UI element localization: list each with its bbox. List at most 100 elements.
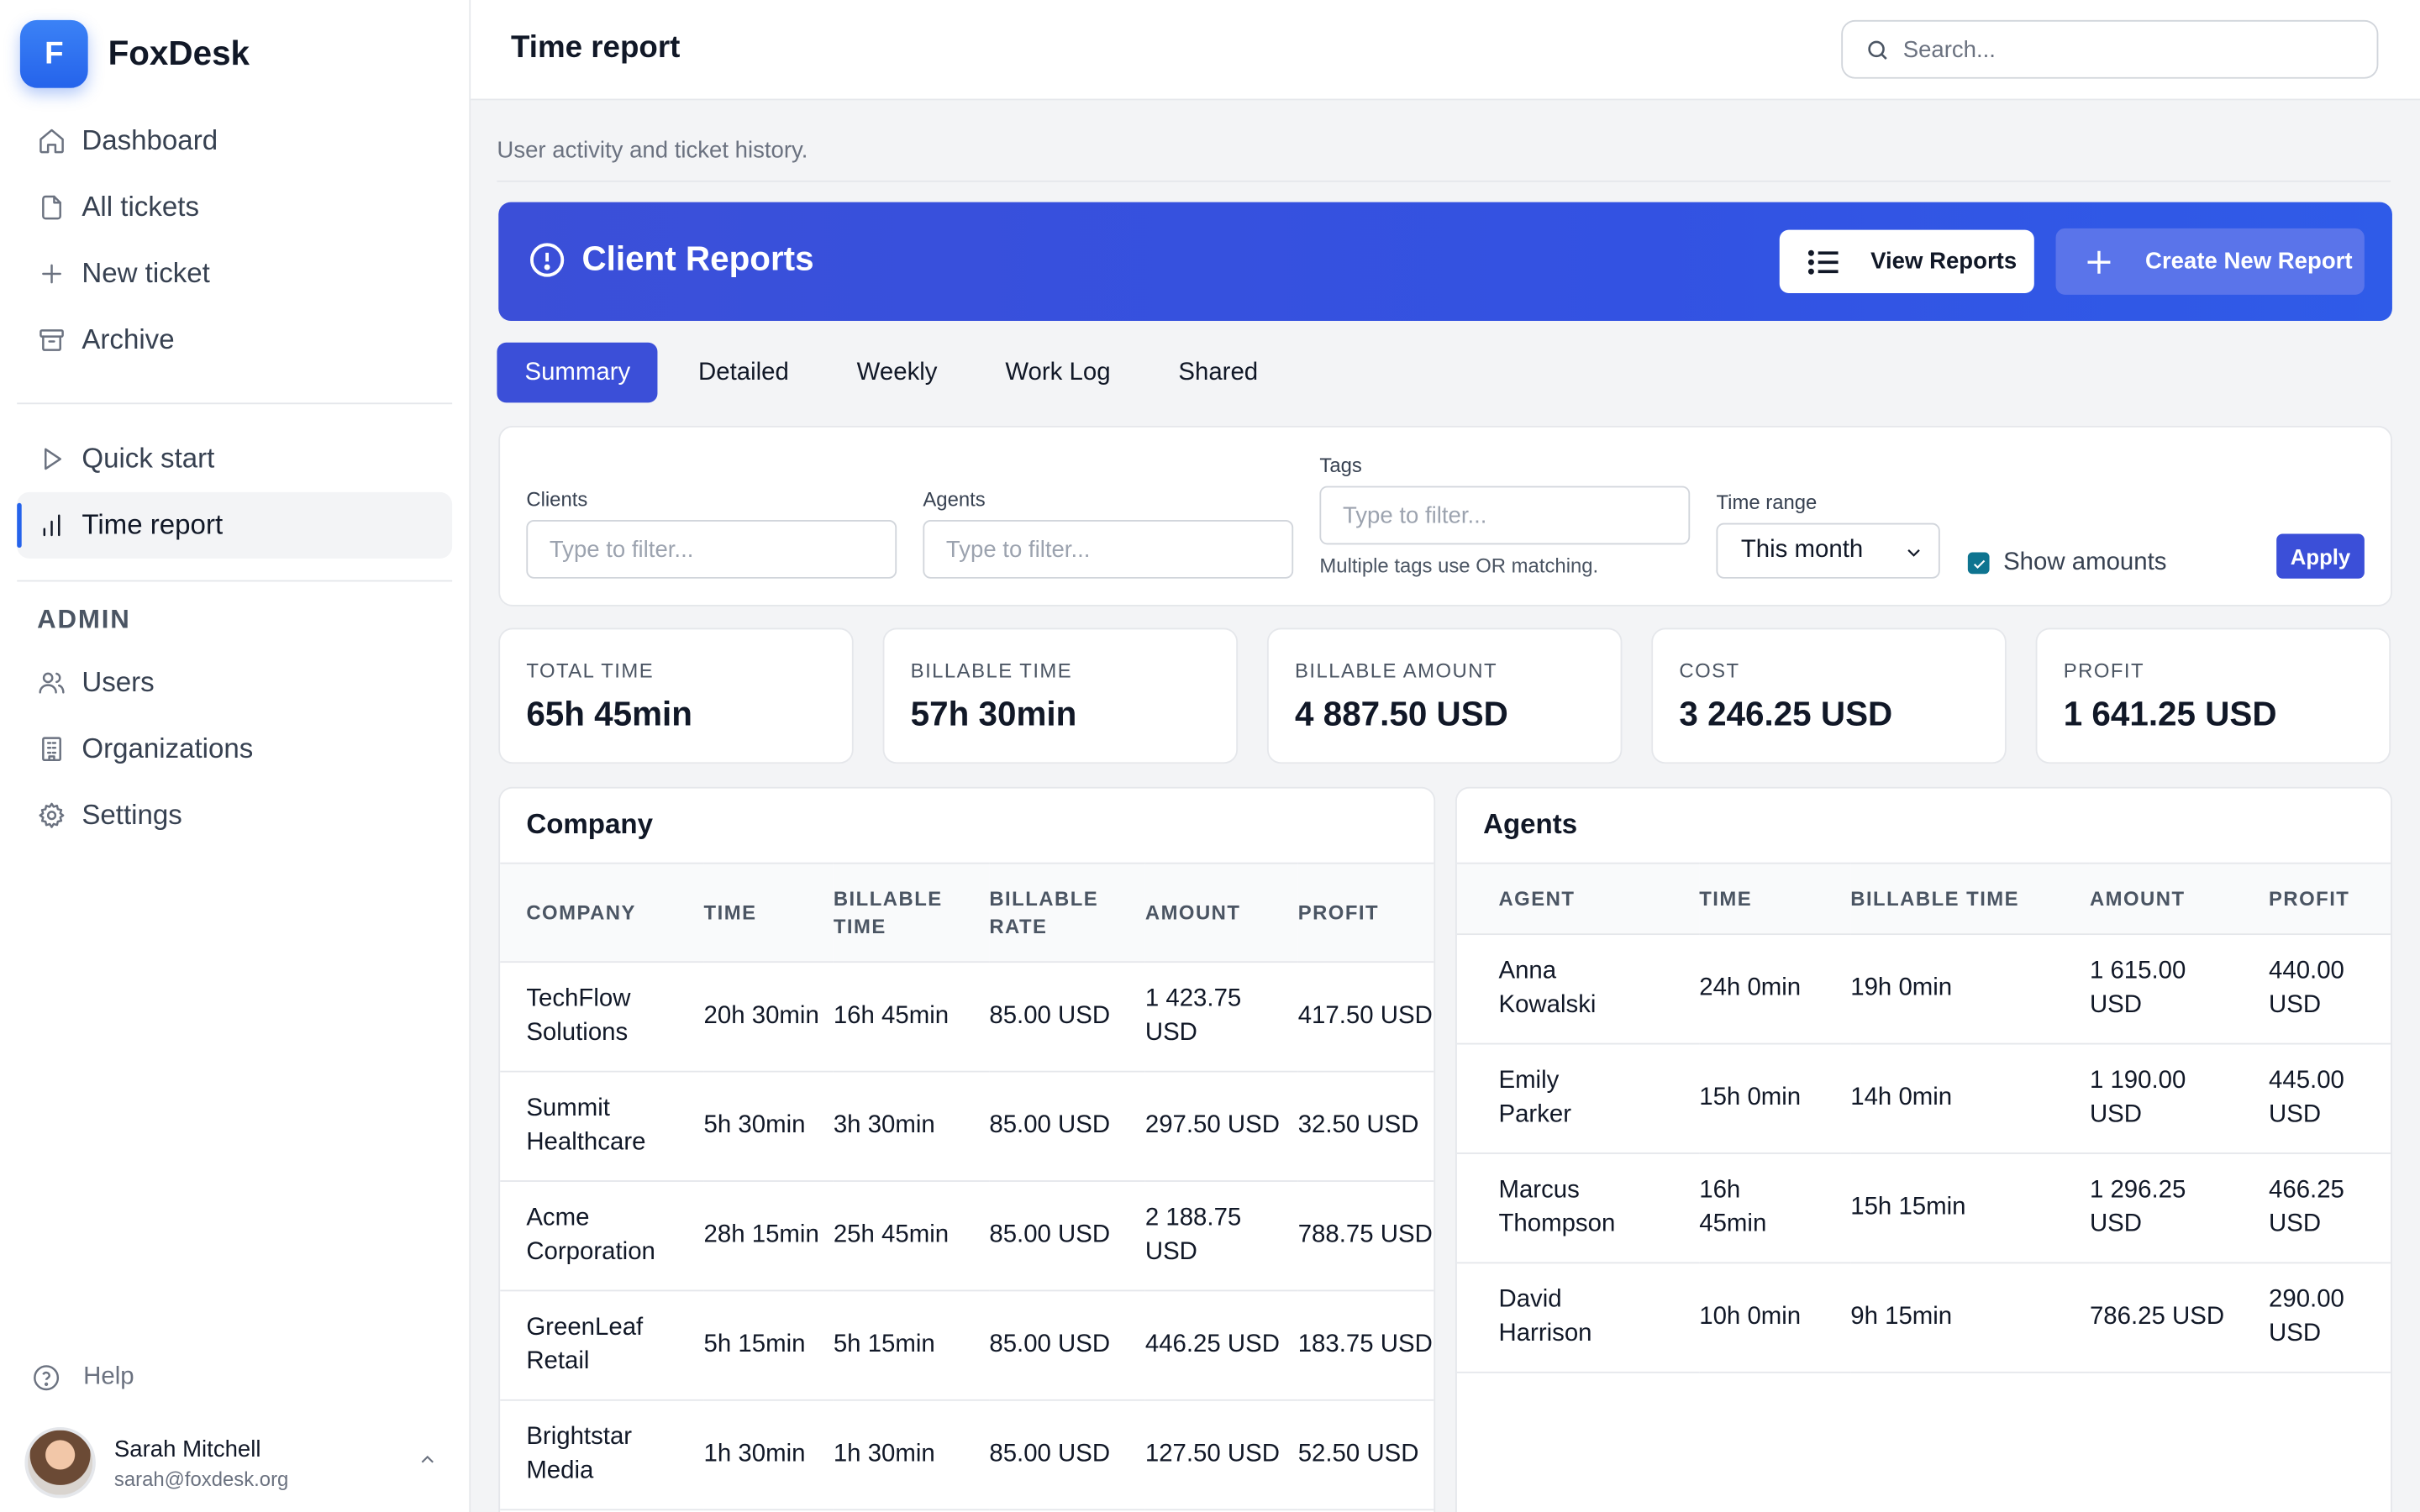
sidebar-item-archive[interactable]: Archive (17, 307, 452, 374)
profit-cell: 417.50 USD (1297, 962, 1434, 1073)
tab-weekly[interactable]: Weekly (856, 359, 938, 386)
archive-icon (35, 325, 66, 356)
table-row[interactable]: Acme Corporation 28h 15min 25h 45min 85.… (500, 1181, 1434, 1292)
column-header[interactable]: AGENT (1456, 862, 1700, 936)
show-amounts-checkbox[interactable] (1967, 552, 1990, 575)
stat-value: 1 641.25 USD (2063, 694, 2277, 733)
amount-cell: 2 188.75 USD (1144, 1181, 1298, 1292)
billable-time-cell: 14h 0min (1850, 1043, 2090, 1154)
clients-label: Clients (526, 487, 588, 511)
sidebar-item-users[interactable]: Users (17, 649, 452, 716)
table-row[interactable]: GreenLeaf Retail 5h 15min 5h 15min 85.00… (500, 1290, 1434, 1401)
billable-rate-cell: 85.00 USD (989, 1181, 1145, 1292)
view-reports-button[interactable]: View Reports (1779, 229, 2034, 293)
sidebar-item-dashboard[interactable]: Dashboard (17, 108, 452, 175)
stat-label: BILLABLE AMOUNT (1295, 659, 1498, 682)
brand-logo: F (19, 19, 88, 88)
brand[interactable]: F FoxDesk (19, 19, 250, 88)
stat-card-billable-time: BILLABLE TIME 57h 30min (882, 627, 1239, 764)
client-reports-banner: Client Reports View Reports Create New R… (498, 202, 2392, 322)
table-row[interactable]: Marcus Thompson 16h 45min 15h 15min 1 29… (1456, 1152, 2391, 1264)
table-row[interactable]: David Harrison 10h 0min 9h 15min 786.25 … (1456, 1263, 2391, 1373)
column-header[interactable]: PROFIT (1297, 862, 1434, 963)
profit-cell: 445.00 USD (2269, 1043, 2391, 1154)
subtitle-divider (497, 180, 2391, 182)
search-box[interactable] (1841, 19, 2379, 79)
table-row[interactable]: Summit Healthcare 5h 30min 3h 30min 85.0… (500, 1071, 1434, 1182)
column-header[interactable]: TIME (703, 862, 834, 963)
amount-cell: 1 615.00 USD (2089, 934, 2269, 1045)
amount-cell: 297.50 USD (1144, 1071, 1298, 1182)
plus-icon (2087, 249, 2111, 273)
search-input[interactable] (1902, 36, 2351, 63)
sidebar-item-new-ticket[interactable]: New ticket (17, 241, 452, 307)
chevron-up-icon[interactable] (417, 1448, 439, 1478)
billable-time-cell: 16h 45min (833, 962, 990, 1073)
agents-filter-input[interactable] (923, 519, 1294, 579)
show-amounts-toggle[interactable]: Show amounts (1967, 549, 2167, 577)
column-header[interactable]: BILLABLE TIME (1850, 862, 2090, 936)
amount-cell: 446.25 USD (1144, 1290, 1298, 1401)
billable-time-cell: 5h 15min (833, 1290, 990, 1401)
agent-name: Marcus Thompson (1456, 1152, 1700, 1264)
column-header[interactable]: COMPANY (500, 862, 704, 963)
avatar (24, 1426, 96, 1499)
column-header[interactable]: PROFIT (2269, 862, 2391, 936)
admin-section-title: ADMIN (37, 605, 131, 634)
user-info: Sarah Mitchell sarah@foxdesk.org (114, 1436, 288, 1489)
tab-work-log[interactable]: Work Log (1005, 359, 1111, 386)
brand-name: FoxDesk (108, 34, 250, 73)
column-header[interactable]: TIME (1699, 862, 1851, 936)
time-cell: 24h 0min (1699, 934, 1851, 1045)
tab-detailed[interactable]: Detailed (698, 359, 789, 386)
column-header[interactable]: BILLABLE TIME (833, 862, 990, 963)
table-row[interactable]: Anna Kowalski 24h 0min 19h 0min 1 615.00… (1456, 934, 2391, 1045)
admin-nav: Users Organizations Settings (17, 649, 452, 848)
create-report-button[interactable]: Create New Report (2055, 228, 2365, 295)
time-cell: 15h 0min (1699, 1043, 1851, 1154)
user-menu[interactable]: Sarah Mitchell sarah@foxdesk.org (24, 1426, 450, 1499)
stat-label: TOTAL TIME (526, 659, 655, 682)
column-header[interactable]: BILLABLE RATE (989, 862, 1145, 963)
show-amounts-label: Show amounts (2003, 549, 2167, 576)
sidebar-item-label: All tickets (82, 191, 199, 223)
stat-card-total-time: TOTAL TIME 65h 45min (498, 627, 854, 764)
top-bar: Time report (471, 0, 2420, 101)
sidebar-item-time-report[interactable]: Time report (17, 491, 453, 559)
help-link[interactable]: Help (31, 1362, 134, 1394)
sidebar-item-settings[interactable]: Settings (17, 782, 452, 848)
apply-button[interactable]: Apply (2276, 533, 2365, 579)
clients-filter-input[interactable] (526, 519, 897, 579)
company-name: TechFlow Solutions (500, 962, 704, 1073)
sidebar: F FoxDesk Dashboard All tickets New t (0, 0, 471, 1512)
building-icon (35, 733, 66, 764)
time-range-select[interactable]: This month (1716, 522, 1940, 579)
stat-card-profit: PROFIT 1 641.25 USD (2035, 627, 2391, 764)
company-table: COMPANY TIME BILLABLE TIME BILLABLE RATE… (500, 862, 1434, 1511)
sidebar-item-quick-start[interactable]: Quick start (17, 426, 452, 492)
table-row[interactable]: TechFlow Solutions 20h 30min 16h 45min 8… (500, 962, 1434, 1073)
stat-value: 4 887.50 USD (1295, 694, 1508, 733)
report-tabs: Summary Detailed Weekly Work Log Shared (497, 342, 1297, 403)
sidebar-item-organizations[interactable]: Organizations (17, 716, 452, 782)
gear-icon (35, 800, 66, 831)
tab-summary[interactable]: Summary (497, 342, 659, 403)
sidebar-item-all-tickets[interactable]: All tickets (17, 175, 452, 241)
amount-cell: 1 190.00 USD (2089, 1043, 2269, 1154)
column-header[interactable]: AMOUNT (2089, 862, 2269, 936)
column-header[interactable]: AMOUNT (1144, 862, 1298, 963)
tags-filter-input[interactable] (1319, 486, 1691, 545)
sidebar-item-label: Organizations (82, 732, 254, 764)
billable-time-cell: 9h 15min (1850, 1263, 2090, 1373)
profit-cell: 440.00 USD (2269, 934, 2391, 1045)
help-label: Help (83, 1363, 134, 1390)
view-reports-label: View Reports (1870, 248, 2018, 275)
table-row[interactable]: Emily Parker 15h 0min 14h 0min 1 190.00 … (1456, 1043, 2391, 1154)
stat-value: 57h 30min (910, 694, 1077, 733)
tags-hint: Multiple tags use OR matching. (1319, 554, 1599, 577)
company-name: Brightstar Media (500, 1399, 704, 1511)
billable-rate-cell: 85.00 USD (989, 1071, 1145, 1182)
tab-shared[interactable]: Shared (1178, 359, 1259, 386)
table-row[interactable]: Brightstar Media 1h 30min 1h 30min 85.00… (500, 1399, 1434, 1511)
sidebar-item-label: Settings (82, 799, 182, 831)
